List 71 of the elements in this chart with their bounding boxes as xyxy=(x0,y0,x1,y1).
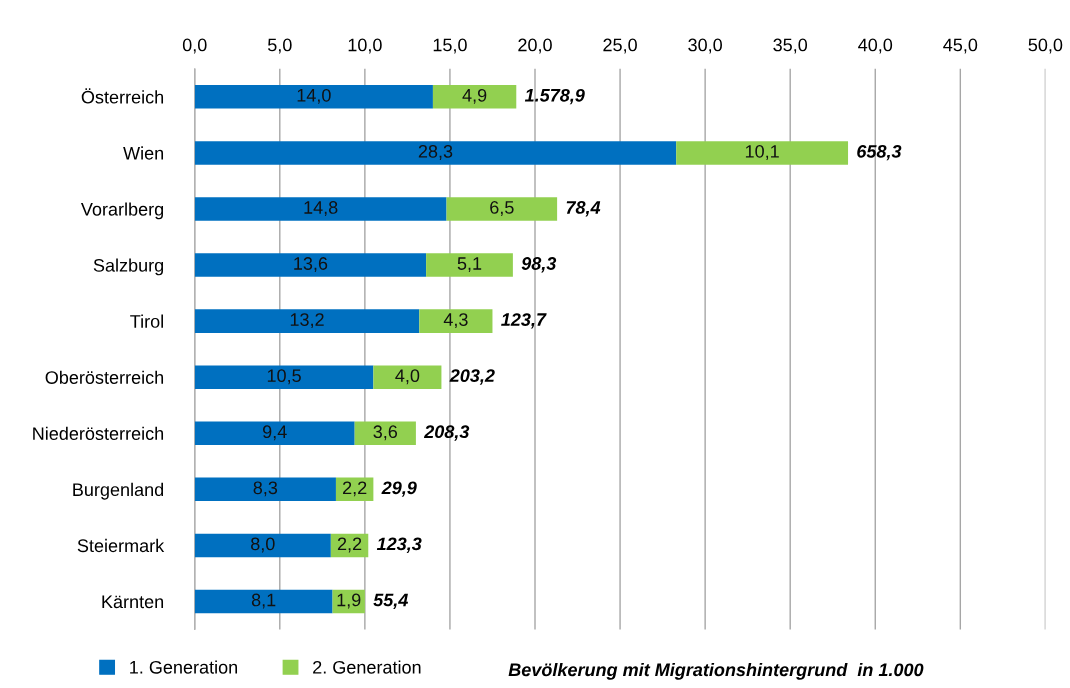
x-tick-label: 10,0 xyxy=(348,38,382,54)
data-label: 13,6 xyxy=(294,257,328,273)
bar xyxy=(194,85,433,109)
legend-label: 2. Generation xyxy=(313,660,421,674)
data-label: 1,9 xyxy=(337,593,361,609)
bar xyxy=(446,197,558,221)
bar xyxy=(354,421,416,446)
x-tick-label: 15,0 xyxy=(433,38,467,54)
data-label: 5,1 xyxy=(457,257,482,273)
data-label: 4,9 xyxy=(462,88,487,104)
y-tick-label: Wien xyxy=(123,146,164,160)
annotation: 29,9 xyxy=(381,481,417,497)
data-label: 6,5 xyxy=(490,201,514,216)
bar xyxy=(194,589,333,614)
x-tick-label: 40,0 xyxy=(858,38,893,54)
x-tick-label: 50,0 xyxy=(1028,38,1063,54)
y-tick-label: Tirol xyxy=(130,314,163,328)
y-tick-label: Oberösterreich xyxy=(45,370,164,384)
data-label: 28,3 xyxy=(418,144,453,160)
x-tick-label: 30,0 xyxy=(688,38,722,54)
bar xyxy=(419,309,493,333)
bar xyxy=(194,253,427,277)
bar xyxy=(194,141,677,165)
data-label: 10,1 xyxy=(745,144,779,160)
annotation: 203,2 xyxy=(449,369,495,385)
x-tick-label: 35,0 xyxy=(773,38,808,54)
text: Bevölkerung mit Migrationshintergrund in 1.000 xyxy=(508,662,924,680)
annotation: 658,3 xyxy=(857,144,902,161)
bar xyxy=(194,197,447,221)
bar xyxy=(373,365,442,389)
bar xyxy=(194,477,336,502)
x-tick-label: 45,0 xyxy=(943,38,978,54)
x-tick-label: 25,0 xyxy=(603,38,637,54)
y-tick-label: Niederösterreich xyxy=(33,426,164,440)
data-label: 10,5 xyxy=(267,369,301,385)
annotation: 98,3 xyxy=(521,257,557,273)
y-tick-label: Kärnten xyxy=(102,595,164,609)
data-label: 13,2 xyxy=(290,313,324,329)
y-tick-label: Österreich xyxy=(81,88,164,104)
bar xyxy=(194,309,420,333)
data-label: 4,0 xyxy=(395,369,420,385)
annotation: 208,3 xyxy=(423,425,470,441)
bar xyxy=(194,365,374,389)
data-label: 14,8 xyxy=(304,201,338,216)
data-label: 2,2 xyxy=(343,481,367,497)
data-label: 4,3 xyxy=(443,313,468,329)
annotation: 1.578,9 xyxy=(524,88,585,105)
x-tick-label: 5,0 xyxy=(267,38,292,54)
data-label: 8,0 xyxy=(251,537,275,553)
annotation: 123,7 xyxy=(501,313,547,329)
bar xyxy=(194,533,331,558)
bar xyxy=(426,253,513,277)
data-label: 3,6 xyxy=(373,425,398,441)
data-label: 9,4 xyxy=(263,425,287,441)
y-tick-label: Vorarlberg xyxy=(80,202,164,220)
x-tick-label: 0,0 xyxy=(182,38,207,54)
bar xyxy=(194,421,355,446)
data-label: 2,2 xyxy=(337,537,362,553)
annotation: 55,4 xyxy=(373,593,409,609)
y-tick-label: Steiermark xyxy=(77,538,165,553)
x-tick-label: 20,0 xyxy=(518,38,552,54)
bar xyxy=(432,85,517,109)
annotation: 123,3 xyxy=(376,537,422,553)
y-tick-label: Salzburg xyxy=(93,258,164,276)
y-tick-label: Burgenland xyxy=(73,482,164,500)
data-label: 8,3 xyxy=(253,481,278,497)
data-label: 8,1 xyxy=(251,593,276,609)
legend-label: 1. Generation xyxy=(130,660,238,674)
data-label: 14,0 xyxy=(297,88,331,104)
annotation: 78,4 xyxy=(566,201,601,217)
bar xyxy=(676,141,849,165)
